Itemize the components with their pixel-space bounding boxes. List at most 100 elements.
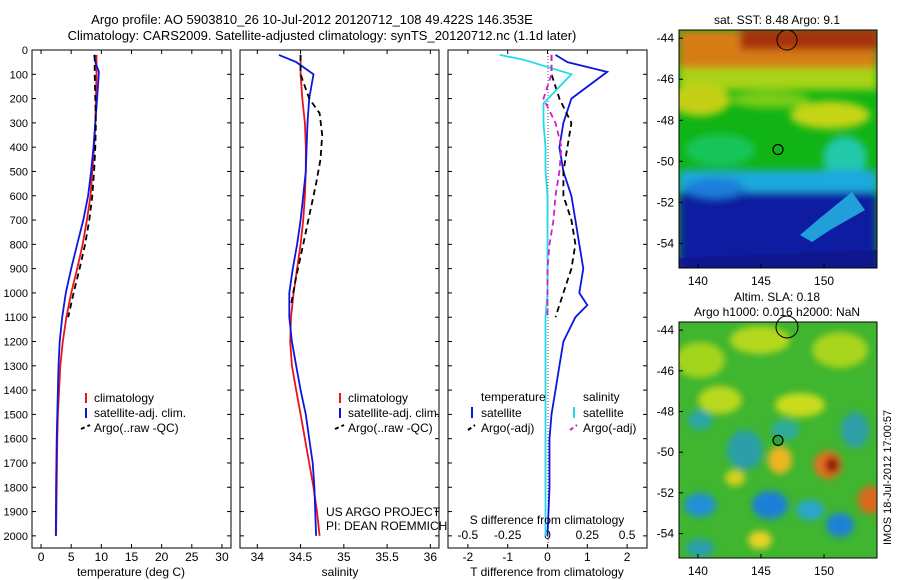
lon-tick-label: 145 [751, 274, 771, 288]
figure-title-line1: Argo profile: AO 5903810_26 10-Jul-2012 … [91, 12, 533, 27]
legend-label: Argo(..raw -QC) [348, 421, 433, 435]
depth-tick-label: 1800 [4, 482, 28, 494]
difference-depth-ticks [448, 49, 647, 537]
lat-tick-label: -46 [657, 72, 675, 86]
legend-label: Argo(-adj) [481, 421, 534, 435]
sst-map-axes: 140 145 150 -44 -46 -48 -50 -52 -54 [657, 31, 835, 288]
lat-tick-label: -52 [657, 195, 675, 209]
x-tick-label: 1 [584, 550, 591, 564]
salinity-xlabel: salinity [322, 565, 359, 579]
depth-tick-label: 1100 [4, 312, 28, 324]
x-tick-label: 34.5 [289, 550, 313, 564]
x-tick-label: 35.5 [375, 550, 399, 564]
depth-tick-label: 900 [10, 264, 28, 276]
x-tick-label: 15 [125, 550, 139, 564]
figure-title-line2: Climatology: CARS2009. Satellite-adjuste… [68, 28, 577, 43]
legend-swatch [80, 424, 91, 430]
salinity-panel: 34 34.5 35 35.5 36 climatologysatellite-adj.… [239, 49, 447, 579]
x-tick-label: 0 [544, 550, 551, 564]
sla-map-subtitle: Argo h1000: 0.016 h2000: NaN [694, 305, 860, 319]
temperature-series [54, 54, 100, 536]
lat-tick-label: -48 [657, 113, 675, 127]
legend-swatch [569, 424, 578, 431]
sst-map-panel: sat. SST: 8.48 Argo: 9.1 140 145 150 -44 [657, 13, 878, 288]
difference-series [499, 54, 610, 536]
depth-tick-label: 1600 [4, 434, 28, 446]
depth-tick-label: 800 [10, 239, 28, 251]
temperature-axes-frame [31, 49, 232, 549]
t-difference-xlabel: T difference from climatology [470, 565, 624, 579]
depth-tick-label: 1200 [4, 337, 28, 349]
legend-label: climatology [94, 391, 154, 405]
legend-label: Argo(..raw -QC) [94, 421, 179, 435]
legend-title: salinity [583, 390, 620, 404]
s-diff-tick-label: -0.25 [494, 528, 522, 542]
lat-tick-label: -50 [657, 154, 675, 168]
legend-label: satellite-adj. clim. [94, 406, 186, 420]
lon-tick-label: 145 [751, 564, 771, 578]
depth-tick-label: 300 [10, 118, 28, 130]
depth-tick-label: 1000 [4, 288, 28, 300]
project-credit: US ARGO PROJECT [326, 505, 441, 519]
series-line-satellite [546, 54, 610, 536]
depth-tick-label: 1700 [4, 458, 28, 470]
lon-tick-label: 150 [814, 274, 834, 288]
lon-tick-label: 140 [688, 564, 708, 578]
depth-tick-label: 1500 [4, 409, 28, 421]
sla-map-panel: Altim. SLA: 0.18 Argo h1000: 0.016 h2000… [657, 290, 878, 578]
legend-label: satellite [481, 406, 522, 420]
depth-tick-label: 1400 [4, 385, 28, 397]
salinity-depth-ticks [240, 49, 439, 537]
legend-label: climatology [348, 391, 408, 405]
lat-tick-label: -44 [657, 323, 675, 337]
depth-tick-label: 500 [10, 166, 28, 178]
x-tick-label: -2 [463, 550, 474, 564]
difference-panel: -2 -1 0 1 2 -0.5 -0.25 0 0.25 0.5 temperature sal… [447, 49, 648, 579]
legend-swatch [334, 424, 345, 430]
x-tick-label: 5 [68, 550, 75, 564]
lat-tick-label: -54 [657, 527, 675, 541]
timestamp-stamp: IMOS 18-Jul-2012 17:00:57 [882, 410, 894, 545]
t-difference-x-axis: -2 -1 0 1 2 [463, 50, 631, 564]
difference-legend: temperature salinitysatelliteArgo(-adj)sa… [467, 390, 636, 435]
x-tick-label: 2 [624, 550, 631, 564]
series-line-argo-adj- [542, 54, 563, 318]
lat-tick-label: -52 [657, 486, 675, 500]
depth-tick-label: 0 [22, 45, 28, 57]
salinity-series [278, 54, 324, 536]
x-tick-label: 34 [251, 550, 265, 564]
legend-swatch [467, 424, 476, 431]
x-tick-label: -1 [502, 550, 513, 564]
s-diff-tick-label: 0.25 [576, 528, 600, 542]
salinity-axes-frame [239, 49, 440, 549]
sla-map-title: Altim. SLA: 0.18 [734, 290, 820, 304]
depth-tick-label: 100 [10, 69, 28, 81]
series-line-argo-adj- [550, 54, 577, 318]
lon-tick-label: 150 [814, 564, 834, 578]
lat-tick-label: -50 [657, 445, 675, 459]
temperature-x-axis: 0 5 10 15 20 25 30 [38, 50, 229, 564]
depth-tick-label: 600 [10, 191, 28, 203]
sla-argo-position-marker [772, 434, 784, 446]
sla-track-circle [775, 315, 799, 339]
x-tick-label: 20 [155, 550, 169, 564]
series-line-argo-raw-qc- [290, 54, 324, 306]
s-diff-tick-label: -0.5 [458, 528, 479, 542]
pi-credit: PI: DEAN ROEMMICH [326, 519, 447, 533]
sla-map-frame [678, 321, 878, 559]
depth-tick-label: 2000 [4, 531, 28, 543]
lat-tick-label: -54 [657, 236, 675, 250]
depth-tick-label: 1900 [4, 507, 28, 519]
sst-map-frame [678, 29, 878, 269]
lat-tick-label: -44 [657, 31, 675, 45]
sst-heatmap [679, 30, 877, 268]
sst-track-circle [776, 29, 798, 51]
depth-tick-label: 400 [10, 142, 28, 154]
lat-tick-label: -48 [657, 405, 675, 419]
legend-label: satellite-adj. clim. [348, 406, 440, 420]
depth-tick-label: 200 [10, 94, 28, 106]
salinity-x-axis: 34 34.5 35 35.5 36 [251, 50, 437, 564]
temperature-xlabel: temperature (deg C) [77, 565, 185, 579]
